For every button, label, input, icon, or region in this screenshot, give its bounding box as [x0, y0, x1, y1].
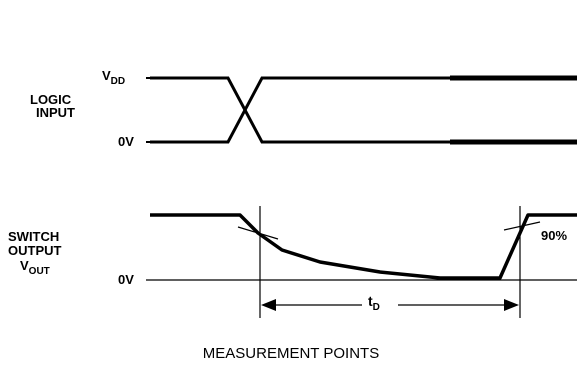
delay-arrow-left-head [261, 299, 276, 311]
logic-0v-label: 0V [118, 134, 134, 149]
delay-label-main: t [368, 293, 373, 309]
measurement-point-2-marker [503, 221, 541, 231]
vdd-level-sub: DD [111, 76, 125, 87]
vout-main: V [20, 258, 29, 273]
delay-arrow-right-head [504, 299, 519, 311]
delay-label: tD [368, 293, 380, 313]
switch-output-signal: SWITCH OUTPUT VOUT 0V 90% [8, 213, 577, 287]
switch-output-label-line2: OUTPUT [8, 243, 62, 258]
logic-input-label-line2: INPUT [36, 105, 75, 120]
output-0v-label: 0V [118, 272, 134, 287]
logic-input-label-line1: LOGIC [30, 92, 72, 107]
delay-label-sub: D [373, 302, 380, 313]
logic-input-signal: LOGIC INPUT VDD 0V [30, 68, 577, 149]
switch-output-trace [150, 213, 577, 280]
logic-input-falling-trace [150, 76, 450, 144]
logic-input-rising-trace [150, 76, 450, 144]
vdd-level-label: VDD [102, 68, 125, 87]
vdd-level-main: V [102, 68, 111, 83]
switch-output-label-line1: SWITCH [8, 229, 59, 244]
vout-sub: OUT [29, 266, 50, 277]
switch-output-label-line3: VOUT [20, 258, 50, 277]
threshold-90-label: 90% [541, 228, 567, 243]
measurement-point-1-marker [237, 226, 279, 240]
measurement-points-caption: MEASUREMENT POINTS [203, 345, 379, 362]
delay-measurement: tD [259, 206, 521, 318]
